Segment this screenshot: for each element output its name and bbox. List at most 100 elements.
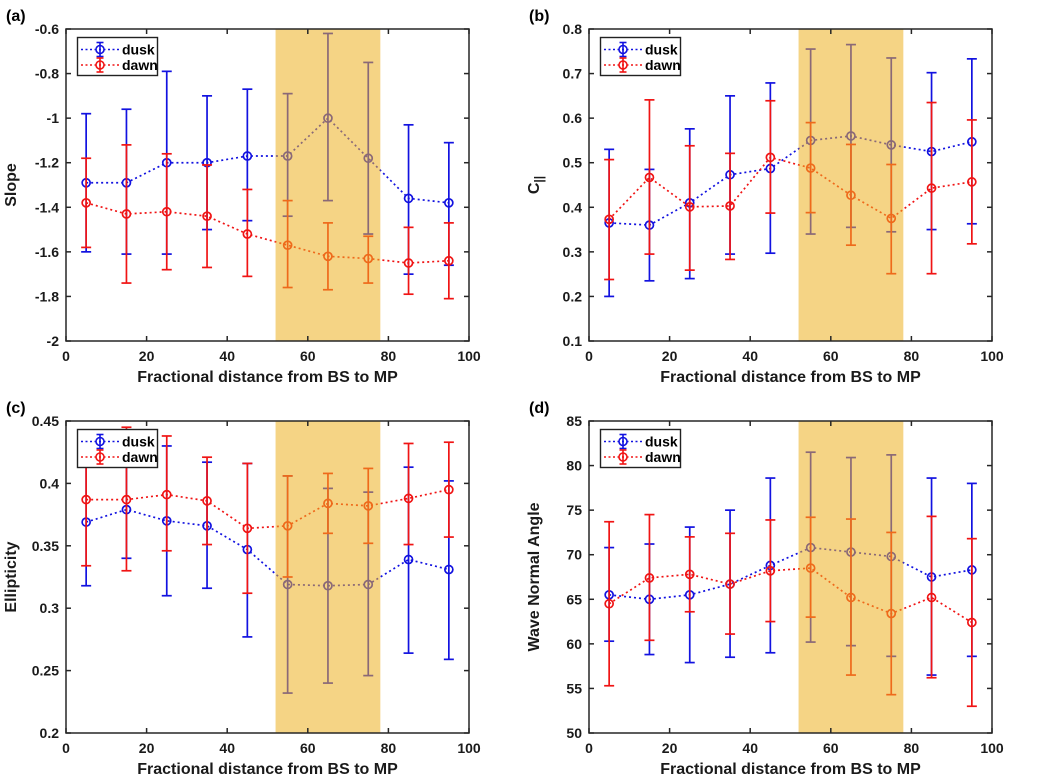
y-axis-label: Slope xyxy=(3,163,20,207)
data-marker xyxy=(725,579,735,589)
legend-label-dusk: dusk xyxy=(645,434,678,450)
data-marker xyxy=(444,255,454,266)
data-line xyxy=(85,508,450,587)
x-tick-label: 0 xyxy=(62,740,70,756)
data-marker xyxy=(725,201,735,211)
data-marker xyxy=(242,151,253,161)
legend-marker xyxy=(618,436,628,447)
data-marker xyxy=(444,484,454,495)
data-marker xyxy=(644,573,655,583)
panel-a: 0 20 40 60 80 100 -2 -1.8 -1.6 -1.4 -1.2 -1 -0.8 -0.6… xyxy=(0,0,523,392)
data-marker xyxy=(161,206,172,217)
data-marker xyxy=(444,197,454,208)
y-tick-label: -2 xyxy=(47,333,60,349)
x-tick-label: 20 xyxy=(139,348,155,364)
axes xyxy=(65,420,470,734)
data-marker xyxy=(926,592,937,603)
y-tick-label: 0.25 xyxy=(32,663,59,679)
legend-entry-dusk xyxy=(604,433,642,450)
data-marker xyxy=(604,598,615,609)
legend-entry-dawn xyxy=(604,449,642,465)
legend-entry-dawn xyxy=(81,57,119,73)
x-tick-label: 20 xyxy=(662,348,678,364)
tick-labels: 0 20 40 60 80 100 50 55 60 65 70 75 80 85 xyxy=(566,413,1003,756)
legend-box xyxy=(599,36,682,77)
y-tick-label: 0.2 xyxy=(40,725,60,741)
legend-entry-dusk xyxy=(81,41,119,58)
y-axis-label: Wave Normal Angle xyxy=(526,502,543,651)
y-tick-label: -1.6 xyxy=(35,244,59,260)
panel-c-chart: 0 20 40 60 80 100 0.2 0.25 0.3 0.35 0.4 0.45 Fractio… xyxy=(3,400,481,778)
data-marker xyxy=(81,494,92,505)
data-line xyxy=(608,156,972,220)
data-marker xyxy=(444,564,454,575)
series-dawn xyxy=(604,99,977,281)
panel-b: 0 20 40 60 80 100 0.1 0.2 0.3 0.4 0.5 0.6 0.7 0.8 Frac… xyxy=(523,0,1046,392)
x-tick-label: 100 xyxy=(457,348,481,364)
legend-entry-dusk xyxy=(81,433,119,450)
data-line xyxy=(85,202,449,264)
x-tick-label: 0 xyxy=(585,740,593,756)
data-marker xyxy=(242,229,253,239)
data-marker xyxy=(202,211,212,222)
y-tick-label: 0.7 xyxy=(563,66,583,82)
data-line xyxy=(609,135,973,226)
y-tick-label: -0.6 xyxy=(35,21,59,37)
data-marker xyxy=(967,177,977,187)
legend-label-dawn: dawn xyxy=(645,449,681,465)
panel-b-chart: 0 20 40 60 80 100 0.1 0.2 0.3 0.4 0.5 0.6 0.7 0.8 Frac… xyxy=(526,8,1004,386)
legend-box xyxy=(76,428,159,469)
y-tick-label: -1.2 xyxy=(35,155,59,171)
data-marker xyxy=(684,201,695,212)
x-tick-label: 100 xyxy=(980,348,1004,364)
tick-labels: 0 20 40 60 80 100 0.1 0.2 0.3 0.4 0.5 0.6 0.7 0.8 xyxy=(563,21,1004,364)
data-marker xyxy=(202,496,212,506)
data-marker xyxy=(604,214,615,225)
x-tick-label: 40 xyxy=(742,348,758,364)
legend-box xyxy=(599,428,682,469)
shaded-band xyxy=(275,29,381,341)
axes-box xyxy=(65,420,470,734)
y-tick-label: 65 xyxy=(566,591,582,607)
data-marker xyxy=(403,554,414,565)
y-tick-label: 0.3 xyxy=(563,244,583,260)
y-tick-label: 0.35 xyxy=(32,538,59,554)
series-dusk xyxy=(604,43,977,298)
tick-labels: 0 20 40 60 80 100 -2 -1.8 -1.6 -1.4 -1.2 -1 -0.8 -0.6 xyxy=(35,21,481,364)
legend-marker xyxy=(618,452,628,462)
legend-label-dawn: dawn xyxy=(122,57,158,73)
panel-letter: (c) xyxy=(6,400,26,417)
x-tick-label: 100 xyxy=(980,740,1004,756)
y-tick-label: -1.4 xyxy=(35,199,59,215)
x-tick-label: 60 xyxy=(823,348,839,364)
series-dawn xyxy=(604,513,977,708)
shaded-band xyxy=(798,29,904,341)
x-axis-label: Fractional distance from BS to MP xyxy=(137,369,398,386)
legend-marker xyxy=(95,436,105,447)
x-tick-label: 0 xyxy=(62,348,70,364)
legend-marker xyxy=(618,60,628,70)
y-tick-label: 75 xyxy=(566,502,582,518)
y-tick-label: 0.5 xyxy=(563,155,583,171)
data-marker xyxy=(121,209,132,219)
data-marker xyxy=(684,569,695,580)
data-marker xyxy=(926,183,937,193)
y-tick-label: 70 xyxy=(566,547,582,563)
legend-marker xyxy=(95,452,105,462)
y-tick-label: 0.3 xyxy=(40,600,60,616)
axes-box xyxy=(588,420,993,734)
y-tick-label: 0.4 xyxy=(40,475,60,491)
y-tick-label: 85 xyxy=(566,413,582,429)
x-tick-label: 80 xyxy=(904,740,920,756)
legend-label-dawn: dawn xyxy=(645,57,681,73)
shaded-band xyxy=(798,421,904,733)
data-marker xyxy=(644,172,655,183)
x-tick-label: 60 xyxy=(823,740,839,756)
x-tick-label: 40 xyxy=(219,740,235,756)
panel-letter: (a) xyxy=(6,8,26,25)
x-axis-label: Fractional distance from BS to MP xyxy=(137,761,398,778)
panel-d-chart: 0 20 40 60 80 100 50 55 60 65 70 75 80 85 Fractional d… xyxy=(526,400,1004,778)
legend-label-dusk: dusk xyxy=(645,42,678,58)
